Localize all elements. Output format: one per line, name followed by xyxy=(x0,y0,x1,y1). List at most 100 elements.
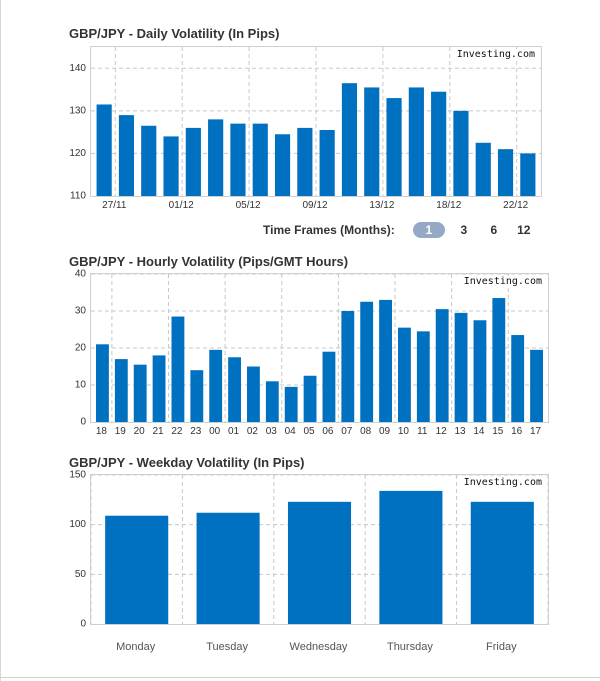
bar xyxy=(341,311,355,422)
daily-chart-source: Investing.com xyxy=(454,49,537,60)
bar xyxy=(341,83,358,196)
bar xyxy=(398,327,411,422)
x-tick-label: 18/12 xyxy=(436,200,461,211)
x-tick-label: 07 xyxy=(341,426,353,437)
time-frame-1-button[interactable]: 1 xyxy=(412,222,445,238)
x-tick-label: 12 xyxy=(436,426,448,437)
bar xyxy=(379,490,443,624)
x-tick-label: 21 xyxy=(153,426,165,437)
daily-chart-title: GBP/JPY - Daily Volatility (In Pips) xyxy=(69,26,280,41)
time-frames-selector: Time Frames (Months): 1 3 6 12 xyxy=(263,221,543,239)
y-tick-label: 140 xyxy=(69,63,86,74)
x-tick-label: 01/12 xyxy=(169,200,194,211)
bar xyxy=(453,110,469,196)
bar xyxy=(322,351,336,422)
x-tick-label: 10 xyxy=(398,426,410,437)
y-tick-label: 0 xyxy=(80,619,86,630)
bar xyxy=(185,127,201,196)
y-tick-label: 130 xyxy=(69,105,86,116)
x-tick-label: 13/12 xyxy=(369,200,394,211)
bar xyxy=(265,381,279,422)
bar xyxy=(530,349,543,422)
weekday-volatility-chart: Investing.com xyxy=(90,474,549,625)
y-tick-label: 50 xyxy=(75,569,87,580)
bar xyxy=(196,512,260,624)
bar xyxy=(431,91,447,196)
x-tick-label: Monday xyxy=(116,641,156,653)
x-tick-label: Tuesday xyxy=(206,641,248,653)
frame-left-border xyxy=(0,0,1,681)
x-tick-label: 11 xyxy=(417,426,428,437)
bar xyxy=(171,316,185,422)
x-tick-label: 02 xyxy=(247,426,259,437)
hourly-chart-title: GBP/JPY - Hourly Volatility (Pips/GMT Ho… xyxy=(69,254,349,269)
x-tick-label: 05 xyxy=(304,426,316,437)
time-frames-label: Time Frames (Months): xyxy=(263,223,395,237)
bar xyxy=(497,149,514,196)
bar xyxy=(473,320,487,422)
bar xyxy=(190,370,204,422)
x-tick-label: 06 xyxy=(322,426,334,437)
x-tick-label: 14 xyxy=(473,426,485,437)
bar xyxy=(118,115,135,196)
y-tick-label: 10 xyxy=(75,380,87,391)
bar xyxy=(208,119,224,196)
bar xyxy=(492,298,506,422)
x-tick-label: 18 xyxy=(96,426,108,437)
x-tick-label: 09/12 xyxy=(302,200,327,211)
frame-bottom-border xyxy=(0,677,600,678)
bar xyxy=(163,136,179,196)
bar xyxy=(96,344,109,422)
x-tick-label: 23 xyxy=(190,426,202,437)
bar xyxy=(520,153,536,196)
hourly-volatility-chart: Investing.com xyxy=(90,273,549,423)
bar xyxy=(133,364,147,422)
bar xyxy=(386,98,402,196)
x-tick-label: Wednesday xyxy=(290,641,348,653)
y-tick-label: 150 xyxy=(69,470,86,481)
bar xyxy=(511,335,525,422)
bar xyxy=(152,355,166,422)
bar xyxy=(454,312,468,422)
bar xyxy=(230,123,246,196)
x-tick-label: 17 xyxy=(530,426,542,437)
weekday-chart-source: Investing.com xyxy=(461,477,544,488)
x-tick-label: 16 xyxy=(511,426,523,437)
x-tick-label: 05/12 xyxy=(236,200,261,211)
time-frame-12-button[interactable]: 12 xyxy=(517,223,531,237)
bar xyxy=(364,87,380,196)
y-tick-label: 30 xyxy=(75,306,87,317)
bar xyxy=(228,357,241,422)
y-tick-label: 110 xyxy=(70,191,86,202)
time-frame-6-button[interactable]: 6 xyxy=(490,223,498,237)
bar xyxy=(435,309,449,422)
y-tick-label: 100 xyxy=(69,519,86,530)
x-tick-label: 09 xyxy=(379,426,391,437)
x-tick-label: 19 xyxy=(115,426,127,437)
x-tick-label: 20 xyxy=(134,426,146,437)
bar xyxy=(247,366,260,422)
weekday-chart-title: GBP/JPY - Weekday Volatility (In Pips) xyxy=(69,455,305,470)
x-tick-label: Thursday xyxy=(387,641,433,653)
bar xyxy=(319,130,335,196)
bar xyxy=(252,123,268,196)
daily-volatility-chart: Investing.com xyxy=(90,46,542,197)
bar xyxy=(416,331,430,422)
x-tick-label: Friday xyxy=(486,641,517,653)
x-tick-label: 00 xyxy=(209,426,221,437)
bar xyxy=(284,386,298,422)
bar xyxy=(141,125,157,196)
x-tick-label: 13 xyxy=(455,426,467,437)
bar xyxy=(105,515,169,624)
hourly-chart-source: Investing.com xyxy=(461,276,544,287)
bar xyxy=(475,142,491,196)
bar xyxy=(209,349,223,422)
bar xyxy=(379,299,392,422)
bar xyxy=(114,359,128,422)
bar xyxy=(470,501,534,624)
bar xyxy=(408,87,424,196)
x-tick-label: 03 xyxy=(266,426,278,437)
time-frame-3-button[interactable]: 3 xyxy=(460,223,468,237)
y-tick-label: 40 xyxy=(75,269,87,280)
y-tick-label: 120 xyxy=(69,148,86,159)
